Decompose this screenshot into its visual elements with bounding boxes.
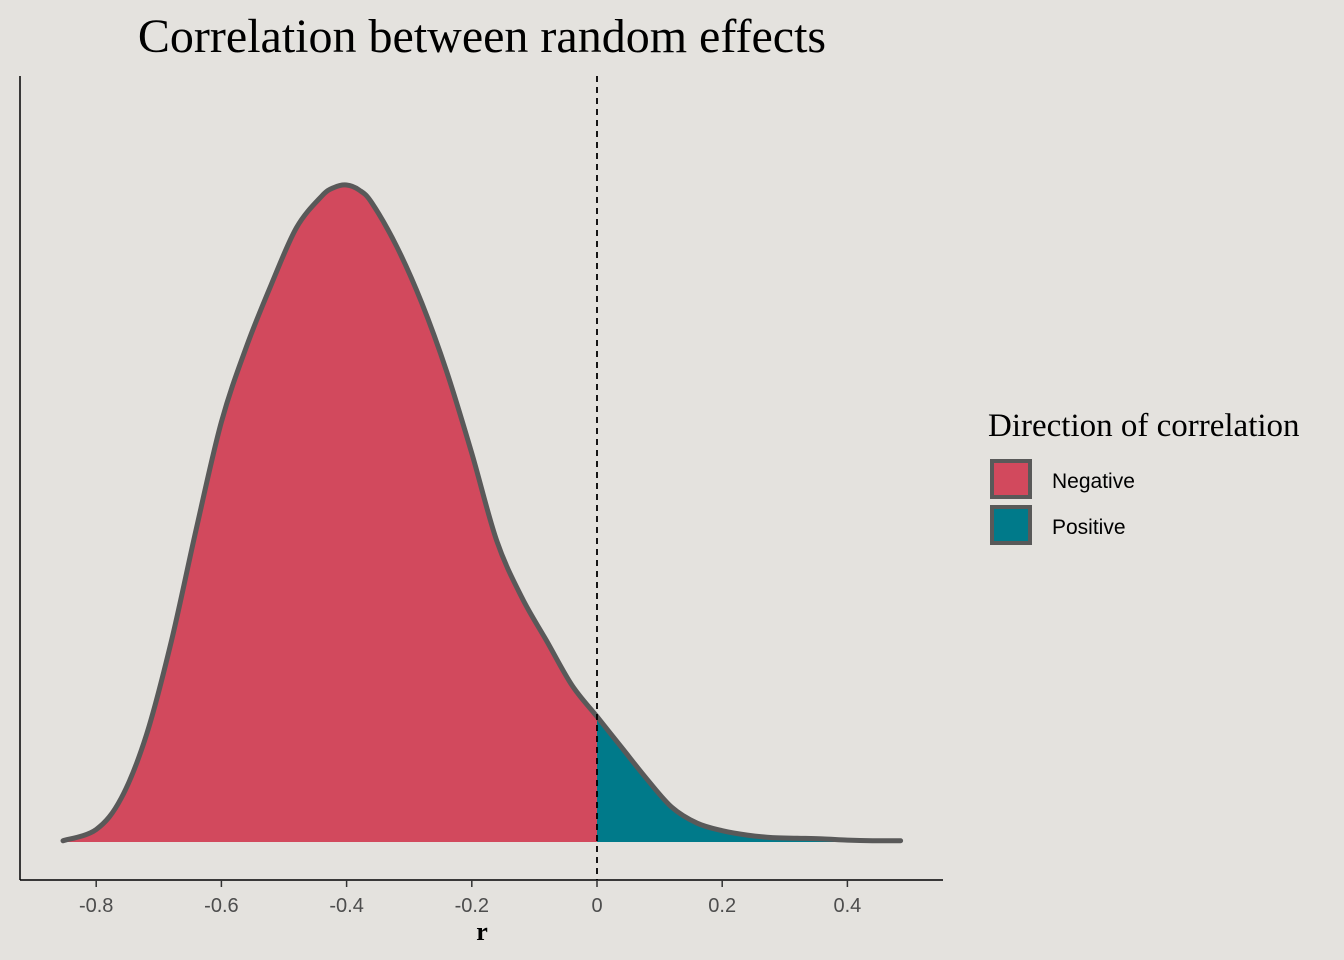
x-tick-label: 0.4 xyxy=(833,895,861,917)
x-tick-label: 0 xyxy=(591,895,602,917)
legend-swatch-negative xyxy=(990,459,1032,499)
density-area-negative xyxy=(63,184,598,843)
x-axis-ticks: -0.8 -0.6 -0.4 -0.2 0 0.2 0.4 xyxy=(79,880,861,917)
density-outline xyxy=(60,182,904,844)
plot-area xyxy=(60,76,904,880)
x-tick-label: -0.2 xyxy=(455,895,489,917)
x-tick-label: -0.6 xyxy=(204,895,238,917)
legend-label-positive: Positive xyxy=(1052,516,1126,539)
x-tick-label: 0.2 xyxy=(708,895,736,917)
chart-title: Correlation between random effects xyxy=(138,10,826,63)
legend-label-negative: Negative xyxy=(1052,470,1135,493)
legend: Direction of correlation Negative Positiv… xyxy=(988,408,1300,545)
x-tick-label: -0.4 xyxy=(329,895,363,917)
x-axis-label: r xyxy=(476,917,488,946)
legend-title: Direction of correlation xyxy=(988,408,1300,444)
x-tick-label: -0.8 xyxy=(79,895,113,917)
density-area-positive xyxy=(597,716,901,842)
legend-swatch-positive xyxy=(990,505,1032,545)
